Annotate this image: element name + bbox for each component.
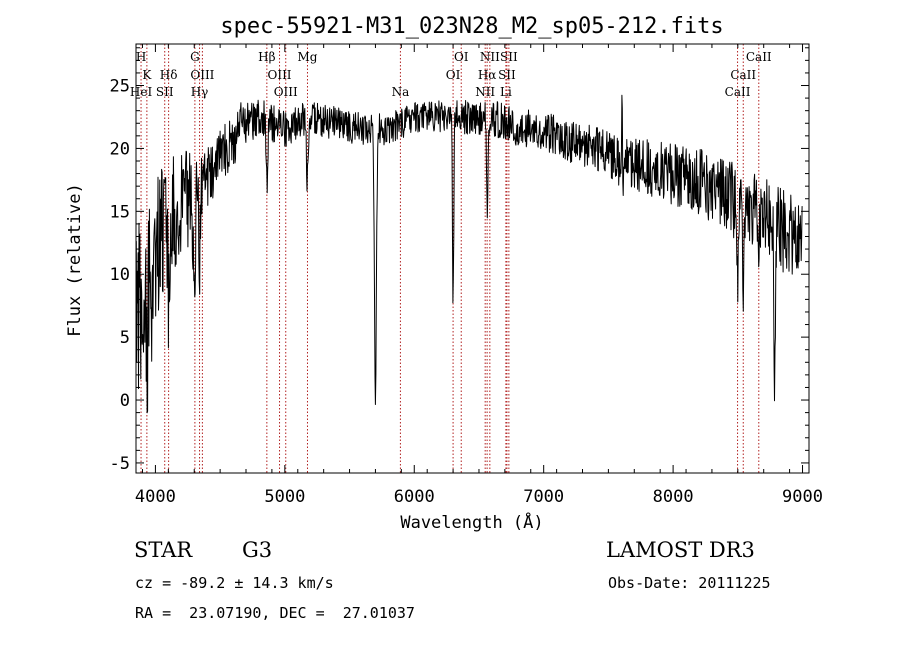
y-tick-label: 10: [110, 265, 130, 285]
y-tick-label: 25: [110, 77, 130, 97]
spectral-line-label: Hγ: [191, 85, 209, 99]
y-tick-label: 5: [120, 328, 130, 348]
x-tick-label: 7000: [523, 487, 564, 507]
spectral-line-label: Hβ: [258, 50, 275, 64]
plot-frame: [135, 43, 810, 474]
spectral-line-label: K: [142, 68, 152, 82]
spectral-line-label: Na: [392, 85, 410, 99]
object-class: STAR: [134, 538, 193, 562]
spectral-line-label: Mg: [298, 50, 318, 64]
spectral-line-label: SII: [498, 68, 516, 82]
spectral-line-label: G: [190, 50, 200, 64]
x-axis-label: Wavelength (Å): [400, 511, 543, 533]
spectral-line-label: HeI: [130, 85, 153, 99]
object-subclass: G3: [242, 538, 273, 562]
y-tick-label: 20: [110, 139, 130, 159]
spectral-line-label: Hδ: [160, 68, 178, 82]
spectral-line-label: CaII: [746, 50, 772, 64]
redshift-velocity: cz = -89.2 ± 14.3 km/s: [135, 574, 334, 592]
spectral-line-label: OIII: [190, 68, 214, 82]
spectral-line-label: SII: [500, 50, 518, 64]
spectral-line-label: OIII: [267, 68, 291, 82]
x-tick-label: 5000: [264, 487, 305, 507]
spectral-line-label: SII: [156, 85, 174, 99]
observation-date: Obs-Date: 20111225: [608, 574, 771, 592]
spectrum-layer: [135, 94, 803, 414]
spectral-line-label: Li: [500, 85, 512, 99]
spectral-line-label: NII: [475, 85, 495, 99]
spectral-line-label: Hα: [478, 68, 497, 82]
spectral-line-label: NII: [480, 50, 500, 64]
spectral-line-label: CaII: [730, 68, 756, 82]
spectral-line-label: OI: [454, 50, 469, 64]
spectral-line-label: H: [136, 50, 146, 64]
y-tick-label: 0: [120, 391, 130, 411]
survey-name: LAMOST DR3: [606, 538, 755, 562]
y-tick-label: 15: [110, 202, 130, 222]
chart-title: spec-55921-M31_023N28_M2_sp05-212.fits: [220, 14, 723, 39]
x-tick-label: 9000: [782, 487, 823, 507]
spectral-line-label: OI: [446, 68, 461, 82]
y-tick-label: -5: [110, 454, 130, 474]
spectral-line-label: OIII: [274, 85, 298, 99]
spectral-line-label: CaII: [725, 85, 751, 99]
x-axis: 4000 5000 6000 7000 8000 9000: [135, 44, 823, 507]
y-axis: -5 0 5 10 15 20 25: [110, 47, 809, 474]
x-tick-label: 6000: [394, 487, 435, 507]
x-tick-label: 8000: [653, 487, 694, 507]
x-tick-label: 4000: [135, 487, 176, 507]
spectrum-line: [135, 94, 803, 414]
sky-coordinates: RA = 23.07190, DEC = 27.01037: [135, 604, 415, 622]
y-axis-label: Flux (relative): [65, 183, 85, 337]
